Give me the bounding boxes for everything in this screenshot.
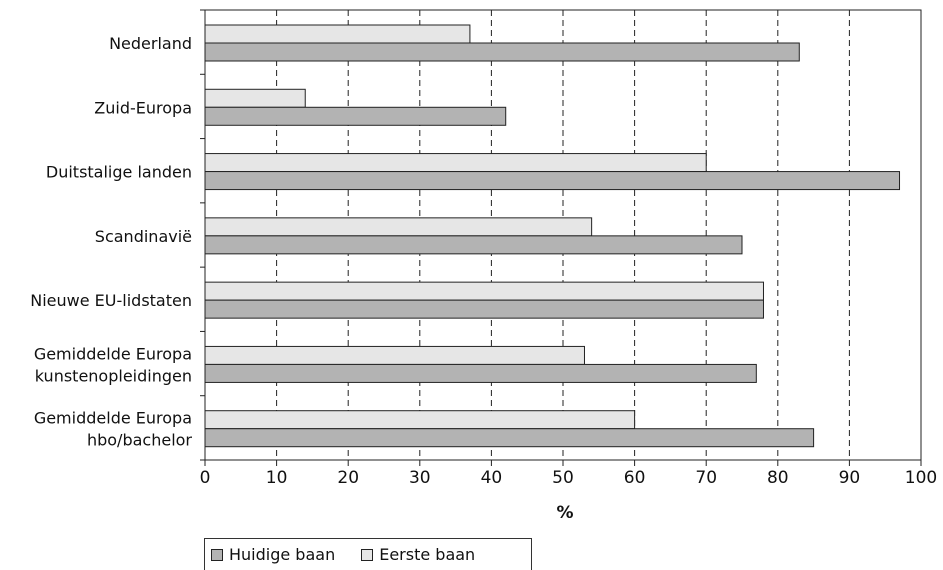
category-labels: Nederland Zuid-Europa Duitstalige landen Sc… (30, 34, 192, 450)
x-tick-label: 60 (624, 468, 646, 488)
bar-eerste-baan (204, 217, 593, 237)
category-label: Gemiddelde Europa hbo/bachelor (34, 409, 193, 450)
bar-eerste-baan (204, 281, 764, 301)
bar-eerste-baan (204, 153, 707, 173)
axes (200, 9, 922, 466)
x-tick-label: 50 (552, 468, 574, 488)
x-tick-label: 20 (337, 468, 359, 488)
x-tick-labels: 0 10 20 30 40 50 60 70 80 90 100 (200, 468, 938, 488)
x-tick-label: 0 (200, 468, 211, 488)
category-label: Duitstalige landen (46, 163, 192, 182)
bar-eerste-baan (204, 88, 306, 108)
legend-item: Huidige baan (211, 545, 335, 564)
x-tick-label: 80 (767, 468, 789, 488)
bar-huidige-baan (204, 363, 757, 383)
category-label: Nederland (109, 34, 192, 53)
category-label: Gemiddelde Europa kunstenopleidingen (34, 344, 192, 385)
legend-swatch (211, 548, 223, 561)
x-tick-label: 70 (695, 468, 717, 488)
bar-eerste-baan (204, 24, 471, 44)
x-tick-label: 100 (905, 468, 937, 488)
bar-huidige-baan (204, 42, 800, 62)
x-tick-label: 90 (839, 468, 861, 488)
legend-item: Eerste baan (361, 545, 475, 564)
category-label: Zuid-Europa (94, 98, 192, 117)
legend: Huidige baan Eerste baan (204, 538, 532, 570)
category-label: Nieuwe EU-lidstaten (30, 291, 192, 310)
bar-huidige-baan (204, 299, 764, 319)
bar-eerste-baan (204, 345, 585, 365)
x-tick-label: 30 (409, 468, 431, 488)
x-tick-label: 10 (266, 468, 288, 488)
x-tick-label: 40 (481, 468, 503, 488)
bar-huidige-baan (204, 428, 815, 448)
legend-label: Huidige baan (229, 545, 336, 564)
legend-label: Eerste baan (379, 545, 476, 564)
bar-huidige-baan (204, 171, 901, 191)
x-axis-title: % (556, 503, 573, 523)
bars (204, 24, 901, 448)
legend-swatch (361, 548, 374, 561)
bar-eerste-baan (204, 410, 636, 430)
category-label: Scandinavië (95, 227, 192, 246)
bar-huidige-baan (204, 235, 743, 255)
bar-huidige-baan (204, 106, 507, 126)
